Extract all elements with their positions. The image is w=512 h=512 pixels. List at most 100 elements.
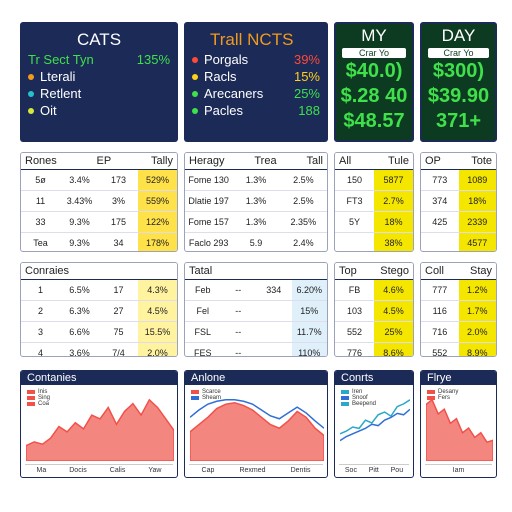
table: Heragy Trea Tall Fome 130 1.3% 2.5% Dlatie 197… [184,152,328,252]
list-item: Retlent [28,86,170,101]
legend-swatch [427,396,435,400]
line [190,399,324,429]
cell: 716 [432,327,448,337]
footer-label: Ma [36,467,47,474]
cell [256,301,292,321]
kpi-sub: Crar Yo [428,48,489,58]
cell: -- [235,285,242,295]
kpi-panel: DAY Crar Yo $300) $39.90 371+ [420,22,497,142]
table-row: Faclo 293 5.9 2.4% [185,233,327,251]
cell: 5.9 [249,238,263,248]
cell: 3.43% [66,196,93,206]
footer-label: Rexmed [239,467,266,474]
cell [421,233,459,251]
table-row: 425 2339 [421,212,496,233]
cell: 552 [346,327,363,337]
cell: 150 [346,175,363,185]
cell: FT3 [346,196,363,206]
legend-item: Inis [27,389,50,395]
legend-item: Desany [427,389,458,395]
legend: Scarce Sheam [191,389,221,401]
cell: Fome 130 [188,175,229,185]
cell: 3.6% [69,348,90,357]
legend-item: Fers [427,395,458,401]
table-header: Conraies [21,263,177,280]
legend-swatch [341,396,349,400]
cell: 1.2% [458,280,496,300]
item-dot [192,73,198,80]
item-label: Tr Sect Tyn [28,52,94,67]
summary-panel: Trall NCTS Porgals 39% Racls 15% Arecaners 25%… [184,22,328,142]
list-item: Oit [28,103,170,118]
column-header: Rones [25,155,57,167]
item-dot [28,73,34,80]
item-label: Arecaners [204,86,264,101]
chart-panel: Anlone Scarce Sheam Cap Rexmed Dentis [184,370,328,478]
kpi-title: DAY [441,26,476,45]
item-label-wrap: Tr Sect Tyn [28,52,94,67]
cell: 6.6% [69,327,90,337]
cell: -- [235,306,242,316]
column-header: Top [339,265,357,277]
item-label: Lterali [40,69,76,84]
item-dot [28,107,34,114]
item-label: Porgals [204,52,249,67]
cell: 8.9% [458,343,496,356]
legend-item: Beepend [341,401,376,407]
chart-title: Flrye [421,371,496,385]
legend-swatch [27,402,35,406]
table-row: Dlatie 197 1.3% 2.5% [185,191,327,212]
cell: 38% [374,233,413,251]
list-item: Racls 15% [192,69,320,84]
cell: 18% [458,191,496,211]
table: Conraies 1 6.5% 17 4.3% 2 6.3% 27 4.5% 3 6.6% 75 15.… [20,262,178,357]
chart-panel: Contanies Inis Sing Coa Ma Docis Calis Yaw [20,370,178,478]
table-row: 38% [335,233,413,251]
chart-title: Conrts [335,371,413,385]
cell: Tea [33,238,48,248]
table: All Tule 150 5877 FT3 2.7% 5Y 18% 38% [334,152,414,252]
cell: 27 [113,306,124,316]
cell: Dlatie 197 [188,196,229,206]
kpi-panel: MY Crar Yo $40.0) $.28 40 $48.57 [334,22,414,142]
legend-swatch [191,396,199,400]
chart-title: Anlone [185,371,327,385]
cell [335,233,374,251]
table-row: 33 9.3% 175 122% [21,212,177,233]
table-row: FSL -- 11.7% [185,322,327,343]
footer-label: Yaw [148,467,162,474]
table-row: 5Y 18% [335,212,413,233]
chart-plot [340,399,410,442]
cell: 15.5% [138,322,177,342]
list-item: Pacles 188 [192,103,320,118]
table-header: Coll Stay [421,263,496,280]
cell: 5Y [348,217,360,227]
column-header: Stay [469,265,492,277]
legend-item: Scarce [191,389,221,395]
cell: 2.0% [458,322,496,342]
kpi-value: $39.90 [427,85,490,107]
list-item: Lterali [28,69,170,84]
legend-label: Desany [438,389,459,395]
legend-label: Inis [38,389,48,395]
kpi-value: $300) [432,60,485,82]
table: Rones EP Tally 5ø 3.4% 173 529% 11 3.43% 3% 559% 33… [20,152,178,252]
item-value: 135% [136,52,170,67]
cell [256,343,292,356]
cell: 559% [138,191,177,211]
cell: 3 [37,327,43,337]
cell: 8.6% [374,343,413,356]
kpi-value: $40.0) [345,60,403,82]
item-dot [192,107,198,114]
list-item: Porgals 39% [192,52,320,67]
legend-label: Snoof [352,395,368,401]
cell: 3.4% [69,175,90,185]
column-header: Coll [425,265,444,277]
legend-swatch [27,390,35,394]
legend-label: Coa [38,401,50,407]
table-row: 4 3.6% 7/4 2.0% [21,343,177,357]
area [26,398,174,461]
table-row: 552 8.9% [421,343,496,356]
cell: 2.35% [290,217,317,227]
